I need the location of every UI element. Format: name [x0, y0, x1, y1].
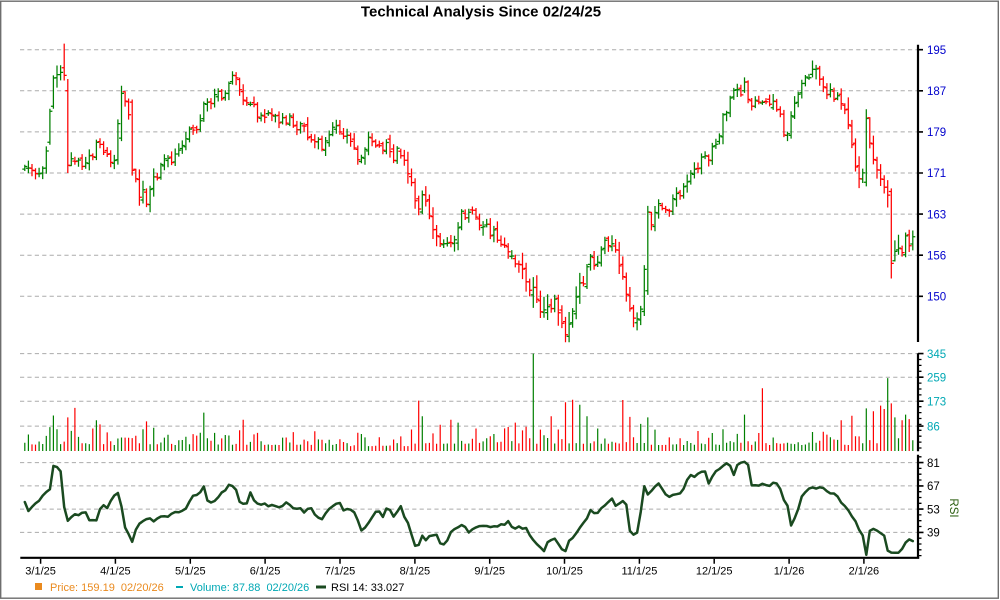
svg-text:259: 259	[927, 372, 946, 384]
svg-text:Price: 159.19 02/20/26: Price: 159.19 02/20/26	[50, 582, 164, 594]
svg-text:86: 86	[927, 421, 940, 433]
svg-text:6/1/25: 6/1/25	[250, 566, 281, 578]
svg-text:12/1/25: 12/1/25	[696, 566, 733, 578]
svg-text:173: 173	[927, 396, 946, 408]
svg-text:RSI: RSI	[947, 498, 959, 517]
svg-text:7/1/25: 7/1/25	[325, 566, 356, 578]
svg-text:81: 81	[927, 458, 940, 470]
svg-text:Technical Analysis Since 02/24: Technical Analysis Since 02/24/25	[361, 4, 601, 21]
svg-text:11/1/25: 11/1/25	[621, 566, 657, 578]
svg-text:2/1/26: 2/1/26	[849, 566, 880, 578]
svg-text:RSI 14: 33.027: RSI 14: 33.027	[331, 582, 404, 594]
svg-text:156: 156	[927, 250, 946, 262]
svg-text:4/1/25: 4/1/25	[100, 566, 131, 578]
svg-text:9/1/25: 9/1/25	[474, 566, 505, 578]
svg-text:53: 53	[927, 504, 940, 516]
svg-text:150: 150	[927, 292, 946, 304]
svg-text:195: 195	[927, 45, 946, 57]
svg-text:163: 163	[927, 209, 946, 221]
svg-text:39: 39	[927, 528, 940, 540]
svg-text:1/1/26: 1/1/26	[774, 566, 805, 578]
svg-text:5/1/25: 5/1/25	[175, 566, 206, 578]
svg-text:Volume: 87.88 02/20/26: Volume: 87.88 02/20/26	[190, 582, 309, 594]
svg-text:179: 179	[927, 127, 946, 139]
svg-text:171: 171	[927, 168, 946, 180]
svg-text:3/1/25: 3/1/25	[25, 566, 56, 578]
svg-text:345: 345	[927, 349, 946, 361]
svg-text:187: 187	[927, 86, 946, 98]
svg-text:67: 67	[927, 481, 940, 493]
svg-text:8/1/25: 8/1/25	[400, 566, 431, 578]
svg-text:10/1/25: 10/1/25	[546, 566, 583, 578]
